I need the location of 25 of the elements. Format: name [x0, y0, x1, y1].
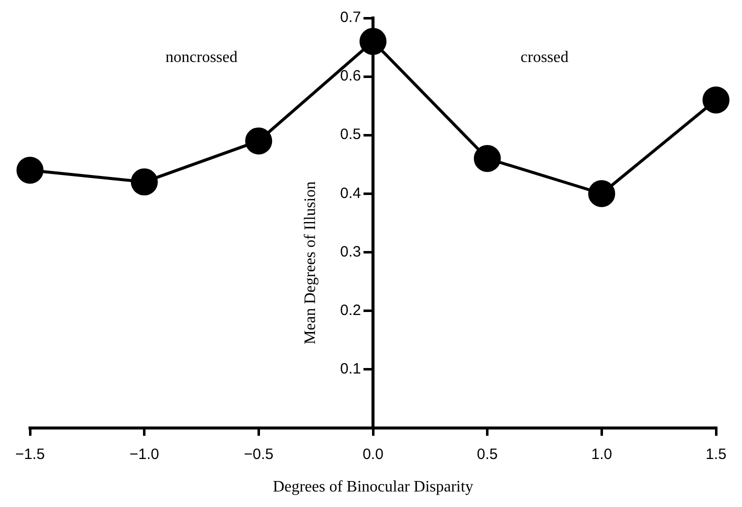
y-tick-label: 0.3	[340, 243, 361, 260]
x-tick-label: −1.0	[130, 446, 160, 463]
y-tick-label: 0.7	[340, 9, 361, 26]
y-axis-title: Mean Degrees of Illusion	[302, 181, 320, 344]
point	[130, 168, 158, 196]
x-tick-label: 0.5	[476, 446, 498, 463]
x-tick-label: 1.0	[591, 446, 612, 463]
y-tick-label: 0.2	[340, 302, 361, 319]
x-tick-label: −1.5	[15, 446, 45, 463]
point	[360, 28, 386, 55]
x-axis-title: Degrees of Binocular Disparity	[272, 478, 474, 496]
point	[245, 127, 272, 154]
y-tick-label: 0.6	[340, 68, 361, 85]
point	[702, 86, 730, 114]
x-tick-label: −0.5	[244, 446, 274, 463]
y-tick-label: 0.1	[340, 360, 361, 378]
x-tick-label: 0.0	[362, 446, 384, 463]
y-tick-label: 0.5	[340, 126, 361, 144]
y-tick-label: 0.4	[340, 184, 361, 202]
point	[16, 156, 44, 184]
x-tick-label: 1.5	[706, 446, 726, 463]
point	[588, 180, 616, 208]
annotation: noncrossed	[166, 49, 238, 66]
point	[474, 145, 501, 172]
annotation: crossed	[520, 49, 568, 66]
